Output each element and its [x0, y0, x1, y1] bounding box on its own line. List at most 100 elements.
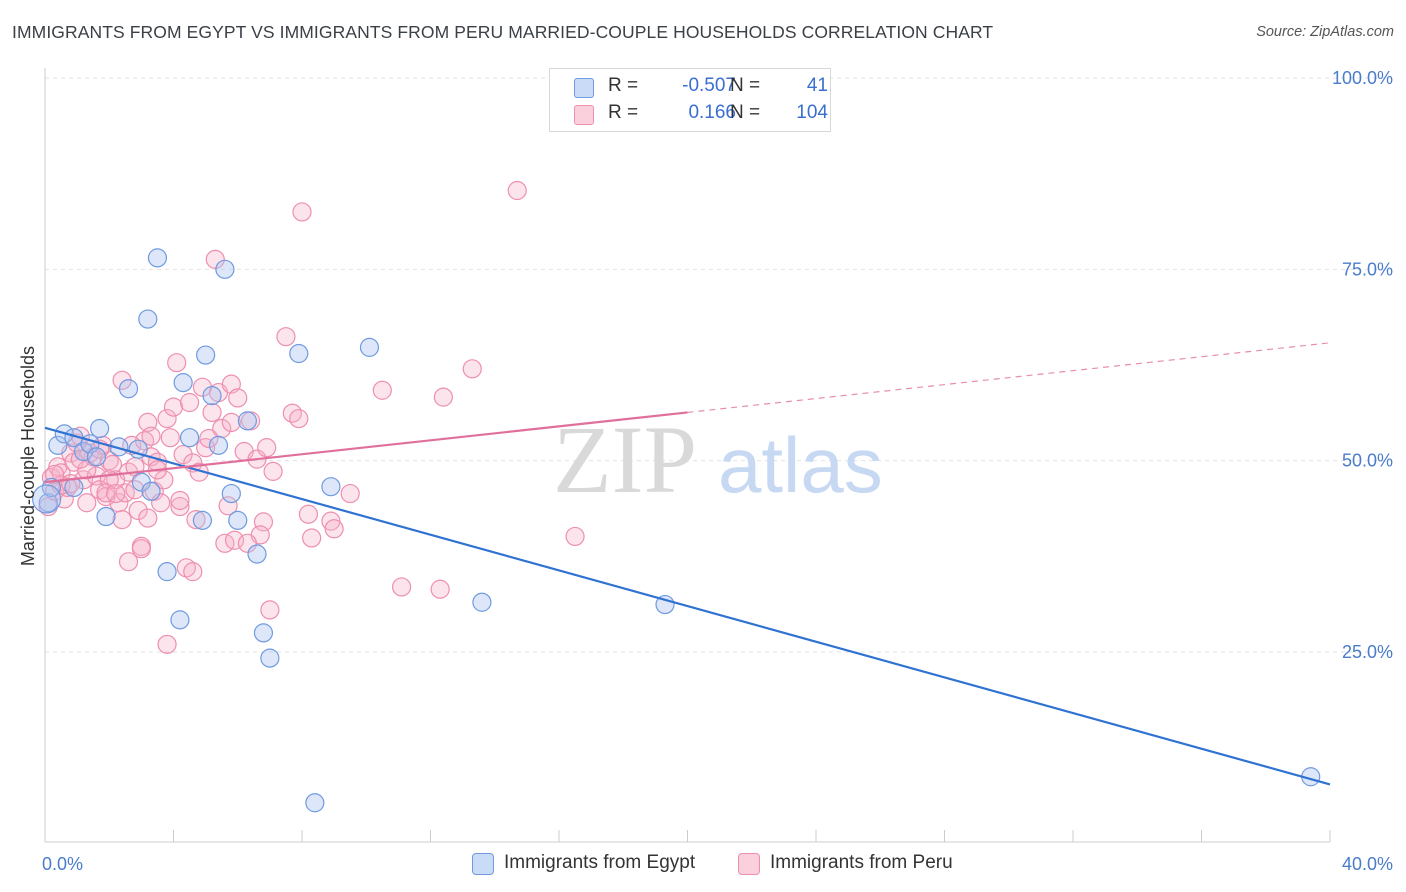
data-point-peru [507, 180, 527, 201]
data-point-peru [263, 461, 283, 481]
data-point-peru [157, 634, 177, 654]
data-point-egypt [202, 386, 222, 406]
data-point-peru [324, 519, 344, 539]
data-point-peru [112, 509, 132, 530]
data-point-peru [257, 438, 277, 458]
data-point-peru [179, 392, 200, 413]
data-point-egypt [48, 435, 68, 455]
data-point-egypt [128, 439, 148, 459]
data-point-peru [228, 388, 248, 408]
data-point-egypt [247, 544, 267, 564]
legend: R = -0.507 N = 41 R = 0.166 N = 104 [549, 68, 831, 132]
data-point-peru [77, 493, 97, 513]
data-point-peru [289, 408, 309, 429]
data-point-egypt [289, 343, 309, 364]
watermark: ZIP atlas [553, 406, 883, 513]
data-point-egypt [173, 373, 193, 393]
y-axis-label: Married-couple Households [18, 346, 38, 566]
data-point-peru [221, 412, 241, 432]
data-point-peru [183, 562, 203, 582]
data-point-egypt [170, 610, 190, 630]
data-point-egypt [86, 447, 107, 467]
data-point-egypt [118, 379, 139, 399]
data-point-peru [128, 500, 148, 521]
trend-line-peru [44, 411, 688, 484]
data-point-egypt [138, 309, 158, 329]
data-point-peru [276, 327, 296, 347]
watermark-atlas: atlas [718, 421, 883, 509]
trend-line-egypt [44, 426, 1331, 786]
data-point-peru [157, 408, 177, 429]
data-point-egypt [215, 259, 235, 279]
data-point-peru [163, 397, 184, 417]
data-point-peru [292, 202, 312, 222]
data-point-egypt [228, 510, 248, 530]
data-point-peru [138, 508, 158, 528]
legend-swatch-peru [574, 105, 594, 125]
data-point-peru [96, 483, 116, 503]
data-point-egypt [321, 477, 341, 497]
series-peru-points [38, 180, 585, 654]
source-credit: Source: ZipAtlas.com [1256, 24, 1394, 40]
trend-line-peru-extension [687, 342, 1331, 414]
data-point-egypt [253, 623, 274, 643]
data-point-peru [102, 454, 123, 475]
grid-lines [45, 77, 1392, 653]
trend-lines [44, 342, 1331, 786]
data-point-peru [199, 428, 219, 449]
data-point-peru [462, 359, 482, 379]
data-point-egypt [90, 418, 110, 439]
data-point-peru [125, 480, 145, 500]
data-point-peru [430, 579, 450, 599]
legend-n-value: 104 [796, 102, 828, 123]
legend-n-label: N = [730, 75, 761, 96]
data-point-peru [170, 496, 190, 517]
data-point-egypt [38, 493, 58, 513]
data-point-egypt [260, 648, 280, 668]
data-point-egypt [147, 248, 168, 268]
data-point-peru [167, 353, 187, 373]
data-point-peru [340, 483, 360, 504]
data-point-peru [202, 402, 222, 423]
data-point-peru [106, 483, 126, 504]
data-point-egypt [32, 484, 62, 514]
data-point-peru [433, 387, 453, 407]
data-point-egypt [192, 510, 213, 530]
data-point-peru [391, 577, 412, 597]
data-point-egypt [73, 441, 94, 462]
bottom-legend-label-egypt: Immigrants from Egypt [504, 852, 696, 873]
data-point-egypt [359, 337, 380, 357]
data-point-egypt [179, 428, 200, 448]
tick-labels: 25.0% 50.0% 75.0% 100.0% 0.0% 40.0% [42, 68, 1393, 874]
bottom-legend-swatch-peru [738, 853, 760, 875]
legend-n-label: N = [730, 102, 761, 123]
legend-r-value: -0.507 [682, 75, 736, 96]
x-tick-label: 40.0% [1342, 854, 1393, 874]
legend-r-label: R = [608, 102, 639, 123]
y-tick-label: 75.0% [1342, 259, 1393, 279]
data-point-egypt [141, 481, 161, 501]
series-egypt-points [32, 248, 1321, 813]
data-point-peru [372, 380, 392, 400]
data-point-egypt [96, 506, 116, 527]
data-point-egypt [64, 477, 84, 498]
data-point-peru [141, 426, 161, 446]
bottom-legend-swatch-egypt [472, 853, 494, 875]
data-point-peru [565, 526, 585, 547]
data-point-peru [302, 528, 322, 548]
legend-swatch-egypt [574, 78, 594, 98]
data-point-egypt [472, 592, 492, 612]
legend-r-value: 0.166 [688, 102, 736, 123]
data-point-peru [218, 496, 238, 516]
data-point-egypt [221, 483, 241, 504]
legend-r-label: R = [608, 75, 639, 96]
x-tick-label: 0.0% [42, 854, 83, 874]
data-point-peru [170, 490, 190, 511]
data-point-egypt [305, 793, 325, 813]
watermark-zip: ZIP [553, 406, 697, 513]
data-point-peru [160, 428, 180, 448]
data-point-egypt [196, 345, 216, 365]
data-point-egypt [208, 435, 229, 455]
data-point-peru [260, 600, 280, 620]
